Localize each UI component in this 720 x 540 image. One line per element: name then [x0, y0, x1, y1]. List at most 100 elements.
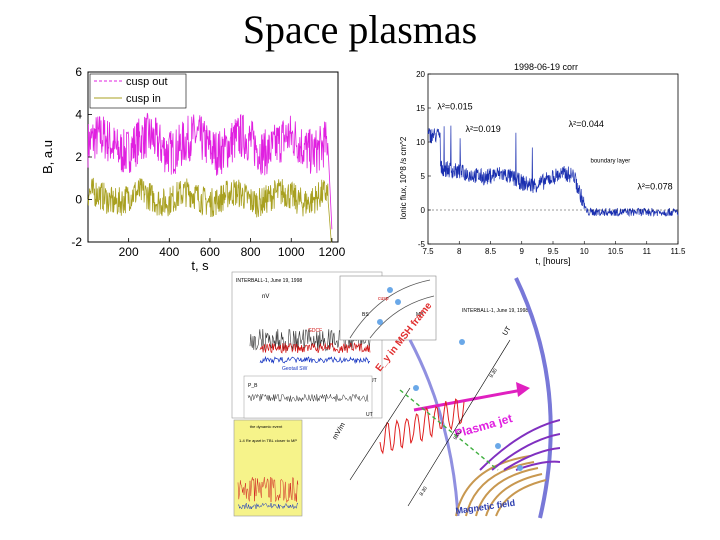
pb-panel: [243, 375, 373, 419]
marker-right-1: [517, 465, 523, 471]
chart1-xtick-label-4: 1000: [278, 245, 305, 259]
chart2-annotation-3: boundary layer: [591, 158, 631, 164]
cusp-label: cusp: [378, 296, 389, 302]
chart2-xtick-label-1: 8: [457, 247, 462, 256]
interball-composite-figure: INTERBALL-1, June 19, 1998 nV GDCF Geota…: [231, 271, 560, 519]
ut-label-right: UT: [502, 325, 513, 337]
chart2-series-ion-flux: [427, 125, 679, 218]
chart2-plot-area: [427, 73, 679, 245]
ut-axis-right: [407, 339, 511, 507]
chart1-xtick-label-3: 800: [241, 245, 261, 259]
yellow-caption-2: 1-4 Re apart in TBL closer to MP: [239, 438, 297, 443]
gdcf-trace-red: [259, 342, 371, 354]
chart1-xtick-label-2: 600: [200, 245, 220, 259]
bs-label: BS: [362, 312, 369, 318]
chart2-annotation-0: λ²=0.015: [437, 101, 472, 111]
gdcf-label: GDCF: [308, 328, 322, 334]
right-panel-header: INTERBALL-1, June 19, 1998: [462, 308, 528, 314]
arc-brown-1: [465, 461, 535, 517]
chart2-xtick-label-5: 10: [580, 247, 589, 256]
chart2-ytick-label-0: -5: [418, 240, 426, 249]
geotail-label: Geotail SW: [282, 366, 308, 372]
chart1-ytick-label-4: 6: [75, 65, 82, 79]
green-dashed-line: [399, 389, 499, 471]
marker-3: [387, 287, 393, 293]
chart2-xtick-label-0: 7.5: [422, 247, 434, 256]
arc-brown-2: [475, 467, 539, 517]
chart2-xtick-label-4: 9.5: [547, 247, 559, 256]
chart1-ytick-label-1: 0: [75, 193, 82, 207]
pb-trace: [247, 393, 369, 403]
chart2-annotation-2: λ²=0.044: [569, 119, 604, 129]
pb-label: P_B: [248, 383, 258, 389]
arc-purple-1: [491, 433, 560, 471]
legend-label-cusp-in: cusp in: [126, 93, 161, 105]
chart2-xlabel: t, [hours]: [535, 256, 570, 266]
chart2-ylabel: Ionic flux, 10^8 /s cm^2: [399, 136, 408, 219]
yellow-trace-red: [237, 476, 299, 503]
chart1-xlabel: t, s: [191, 258, 209, 273]
chart1-xtick-label-5: 1200: [319, 245, 346, 259]
ut-label-left: UT: [370, 378, 377, 384]
composite-left-traces: [249, 328, 371, 365]
ut-tick-830: 8.30: [419, 485, 429, 497]
nv-label: nV: [262, 294, 269, 300]
magnetic-field-label: Magnetic field: [455, 498, 516, 516]
marker-right-2: [495, 443, 501, 449]
yellow-caption-1: the dynamic event: [250, 424, 283, 429]
geotail-trace-blue: [259, 355, 370, 365]
chart1-series-cusp-out: [87, 112, 333, 230]
ut-tick-900: 9.00: [453, 429, 463, 441]
ut-tick-930: 9.30: [489, 367, 499, 379]
marker-2: [395, 299, 401, 305]
chart2-annotations-group: λ²=0.015 λ²=0.019 λ²=0.044 boundary layer λ²…: [437, 101, 672, 191]
ey-axis: [349, 387, 411, 481]
mp-label: MP: [416, 312, 424, 318]
chart2-xtick-label-8: 11.5: [671, 247, 686, 256]
mvm-label: mV/m: [332, 422, 347, 441]
marker-right-4: [413, 385, 419, 391]
yellow-trace-blue: [237, 502, 299, 510]
chart1-ytick-label-0: -2: [71, 235, 82, 249]
plasma-jet-arrow-shaft: [413, 388, 523, 412]
chart2-ytick-label-1: 0: [421, 206, 426, 215]
chart2-xtick-label-3: 9: [520, 247, 525, 256]
plasma-jet-arrowhead: [516, 382, 530, 397]
pb-trace-group: [247, 393, 369, 403]
outer-boundary-curve: [514, 277, 553, 519]
chart2-series-group: [427, 125, 679, 218]
arc-brown-3: [485, 473, 543, 517]
magnetic-field-chart: 200 400 600 800 1000 1200 -2 0 2 4 6 cusp out cusp…: [40, 65, 346, 273]
chart2-ytick-label-3: 10: [416, 138, 425, 147]
chart2-xtick-label-2: 8.5: [485, 247, 497, 256]
chart2-axes-group: 7.5 8 8.5 9 9.5 10 10.5 11 11.5 -5 0 5 10 15 20: [416, 70, 686, 256]
chart2-ytick-label-4: 15: [416, 104, 425, 113]
legend-label-cusp-out: cusp out: [126, 76, 168, 88]
ey-trace: [379, 398, 465, 455]
chart1-ytick-label-2: 2: [75, 150, 82, 164]
ut-label-lower: UT: [366, 412, 373, 418]
chart1-ytick-label-3: 4: [75, 108, 82, 122]
chart1-ylabel: B, a.u: [40, 140, 55, 174]
ey-trace-group: [379, 398, 465, 455]
chart2-annotation-4: λ²=0.078: [637, 182, 672, 192]
chart2-xtick-label-7: 11: [643, 247, 652, 256]
chart1-xtick-label-1: 400: [159, 245, 179, 259]
chart2-annotation-1: λ²=0.019: [466, 124, 501, 134]
marker-right-3: [459, 339, 465, 345]
chart1-series-cusp-in: [87, 177, 332, 243]
nv-trace-black: [249, 328, 371, 352]
arc-purple-2: [503, 447, 560, 471]
chart2-ytick-label-5: 20: [416, 70, 425, 79]
chart2-xtick-label-6: 10.5: [608, 247, 624, 256]
ion-flux-chart: 7.5 8 8.5 9 9.5 10 10.5 11 11.5 -5 0 5 10 15 20 λ²=0.0…: [399, 62, 686, 266]
slide-title: Space plasmas: [242, 7, 478, 52]
marker-1: [377, 319, 383, 325]
yellow-trace-group: [237, 476, 299, 510]
arc-brown-4: [495, 479, 547, 517]
chart1-xtick-label-0: 200: [119, 245, 139, 259]
chart2-ytick-label-2: 5: [421, 172, 426, 181]
magnetopause-curve: [369, 295, 435, 339]
chart1-legend: cusp out cusp in: [89, 73, 187, 109]
yellow-panel: [233, 419, 303, 517]
